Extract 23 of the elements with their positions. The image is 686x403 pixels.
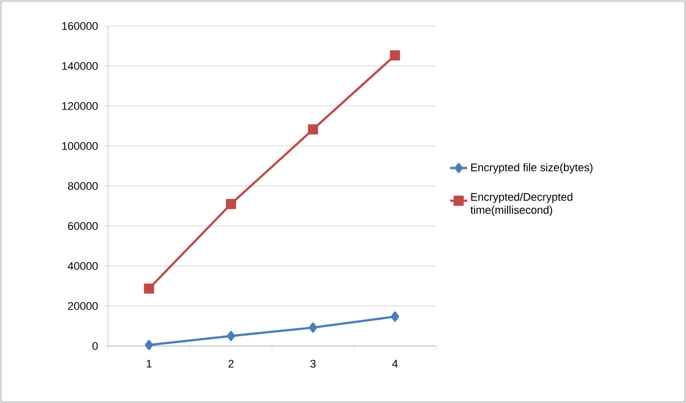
x-tick-label: 3: [310, 360, 316, 368]
y-tick-label: 40000: [68, 262, 98, 270]
legend-label: Encrypted/Decrypted time(millisecond): [470, 192, 572, 216]
x-tick-label: 1: [146, 360, 152, 368]
point: [308, 322, 318, 333]
point: [390, 311, 400, 322]
point: [144, 340, 154, 350]
y-tick-label: 60000: [68, 222, 98, 230]
point: [390, 50, 400, 60]
y-tick-label: 160000: [62, 22, 98, 30]
y-tick-label: 20000: [68, 302, 98, 310]
y-tick-label: 120000: [62, 102, 98, 110]
point: [144, 283, 154, 294]
point: [226, 330, 236, 342]
y-tick-label: 0: [92, 342, 98, 350]
point: [226, 198, 236, 210]
legend-label: Encrypted file size(bytes): [471, 163, 592, 174]
x-tick-label: 2: [228, 360, 234, 368]
y-tick-label: 80000: [68, 182, 98, 190]
y-tick-label: 100000: [62, 142, 98, 150]
x-tick-label: 4: [392, 360, 398, 368]
y-tick-label: 140000: [62, 62, 98, 70]
point: [308, 124, 318, 134]
